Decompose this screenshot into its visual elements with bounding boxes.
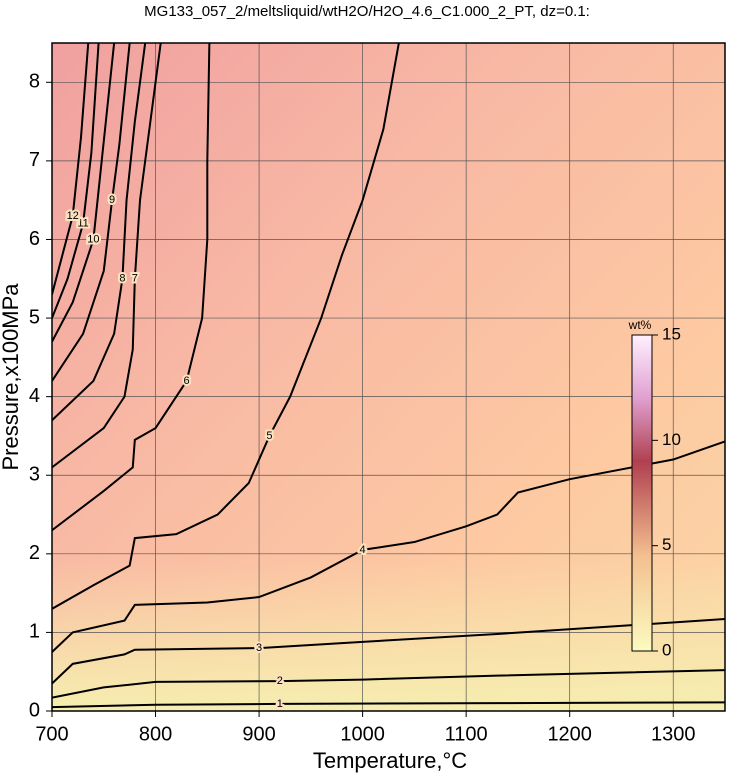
contour-line [52, 43, 100, 319]
contour-line [52, 43, 147, 421]
contour-label: 8 [119, 273, 125, 285]
contours [52, 43, 725, 709]
contour-label: 4 [360, 544, 366, 556]
contour-line [52, 669, 725, 699]
x-tick-label: 1000 [340, 723, 385, 745]
y-axis-label: Pressure,x100MPa [0, 283, 23, 471]
y-tick-label: 2 [29, 542, 40, 564]
contour-label: 2 [277, 675, 283, 687]
contour-label: 11 [77, 218, 88, 230]
contour-line [52, 43, 400, 610]
x-tick-label: 1200 [547, 723, 592, 745]
chart-title: MG133_057_2/meltsliquid/wtH2O/H2O_4.6_C1… [144, 3, 590, 20]
y-tick-label: 0 [29, 699, 40, 721]
contour-label: 12 [67, 210, 79, 222]
contour-line [52, 43, 131, 382]
colorbar-tick-label: 10 [662, 430, 681, 449]
contour-label: 6 [184, 375, 190, 387]
x-tick-label: 800 [139, 723, 172, 745]
x-axis-label: Temperature,°C [313, 748, 467, 773]
colorbar-tick-label: 15 [662, 324, 681, 343]
colorbar-tick-label: 5 [662, 535, 671, 554]
contour-line [52, 440, 725, 653]
contour-line [52, 43, 162, 469]
contour-line [52, 43, 116, 343]
y-tick-label: 8 [29, 71, 40, 93]
y-tick-label: 4 [29, 385, 40, 407]
contour-label: 10 [87, 233, 99, 245]
contour-line [52, 43, 211, 532]
colorbar-label: wt% [628, 318, 652, 332]
contour-label: 9 [109, 194, 115, 206]
contour-label: 3 [256, 642, 262, 654]
contour-label: 5 [266, 430, 272, 442]
contour-label: 1 [277, 698, 283, 710]
y-tick-label: 6 [29, 228, 40, 250]
contour-line [52, 701, 725, 709]
colorbar-ticks: 0 5 10 15 [652, 324, 681, 659]
plot-shade [52, 560, 725, 711]
y-tick-label: 5 [29, 306, 40, 328]
colorbar [631, 334, 653, 652]
contour-line [52, 43, 90, 295]
x-tick-label: 1100 [445, 723, 488, 745]
y-tick-label: 3 [29, 464, 40, 486]
y-tick-label: 7 [29, 149, 40, 171]
x-tick-label: 900 [242, 723, 275, 745]
x-tick-label: 700 [35, 723, 68, 745]
colorbar-tick-label: 0 [662, 640, 671, 659]
contour-line [52, 618, 725, 685]
contour-label: 7 [132, 273, 138, 285]
x-tick-label: 1300 [651, 723, 696, 745]
plot-frame [51, 42, 726, 712]
y-tick-label: 1 [29, 621, 40, 643]
